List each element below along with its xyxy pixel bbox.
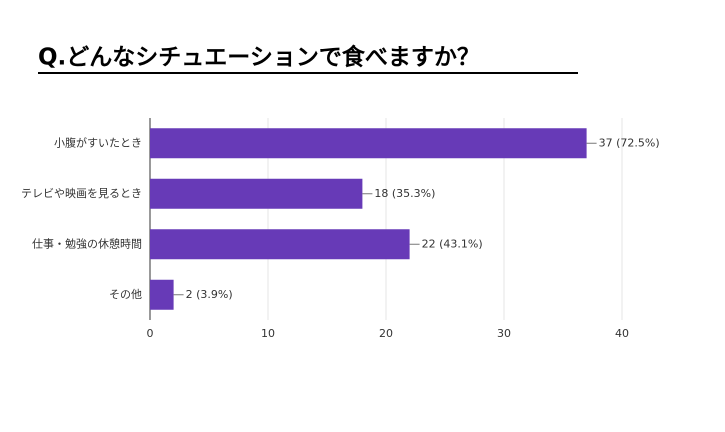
x-tick-label: 40 [615, 327, 629, 340]
bar [150, 128, 587, 159]
y-tick-label: その他 [109, 288, 142, 301]
value-label: 18 (35.3%) [374, 187, 435, 200]
chart-title: Q.どんなシチュエーションで食べますか？ [38, 44, 480, 71]
bar [150, 279, 174, 310]
y-tick-label: 仕事・勉強の休憩時間 [32, 236, 142, 250]
value-label: 22 (43.1%) [422, 237, 483, 250]
bar [150, 178, 363, 209]
value-label: 2 (3.9%) [186, 288, 233, 301]
y-tick-label: テレビや映画を見るとき [21, 187, 142, 200]
bar [150, 229, 410, 260]
x-tick-label: 0 [147, 327, 154, 340]
value-label: 37 (72.5%) [599, 136, 660, 149]
y-tick-label: 小腹がすいたとき [54, 135, 142, 149]
x-tick-label: 20 [379, 327, 393, 340]
x-tick-label: 10 [261, 327, 275, 340]
x-tick-label: 30 [497, 327, 511, 340]
